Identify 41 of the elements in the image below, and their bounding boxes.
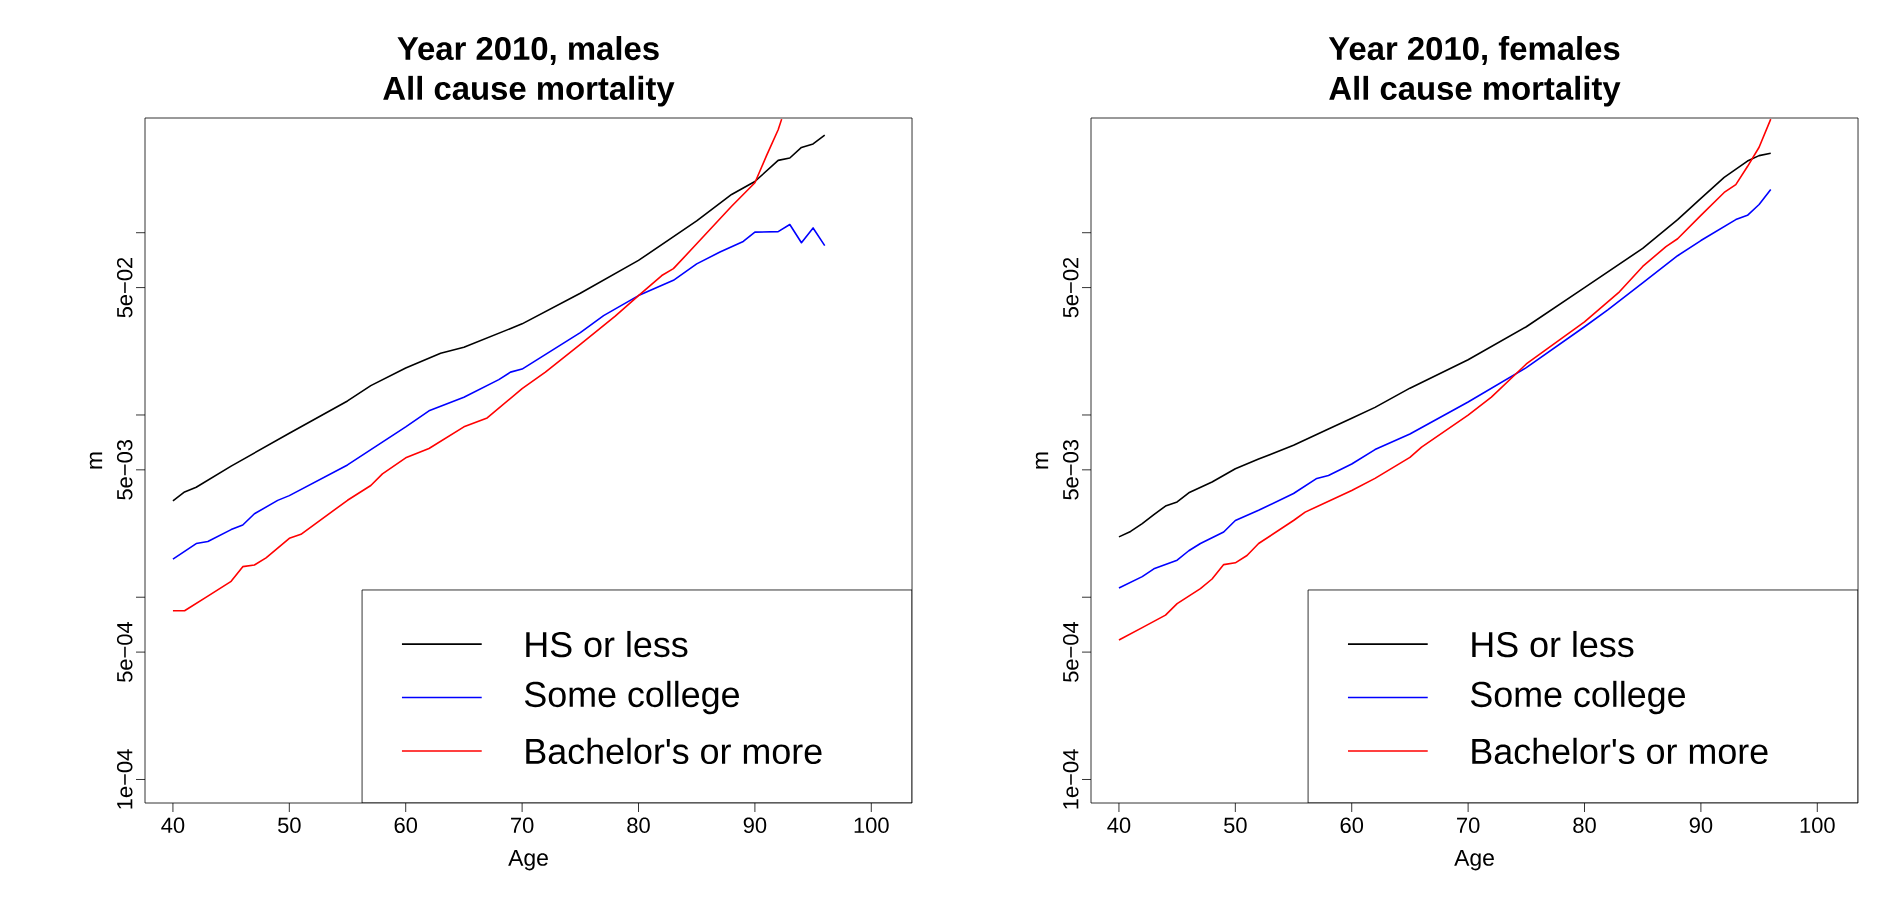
chart-title: Year 2010, females (1328, 36, 1620, 65)
y-tick-label: 5e−02 (116, 257, 133, 318)
y-tick-label: 5e−04 (116, 621, 133, 682)
line-series (1118, 188, 1772, 589)
x-tick-label: 40 (161, 817, 185, 834)
x-tick-label: 60 (1340, 817, 1364, 834)
line-series (172, 134, 826, 502)
x-tick-label: 50 (278, 817, 301, 834)
x-tick-label: 60 (394, 817, 418, 834)
x-tick-label: 80 (627, 817, 650, 834)
line-series (172, 223, 826, 560)
legend-label: Some college (524, 680, 739, 715)
y-tick-label: 1e−04 (1062, 749, 1079, 809)
chart-subtitle: All cause mortality (383, 75, 675, 107)
x-tick-label: 40 (1107, 817, 1131, 834)
legend-label: Some college (1470, 680, 1685, 715)
legend-label: Bachelor's or more (1472, 737, 1768, 765)
x-tick-label: 70 (1457, 817, 1480, 834)
legend-label: Bachelor's or more (526, 737, 822, 765)
y-tick-label: 5e−02 (1062, 257, 1079, 318)
x-tick-label: 80 (1573, 817, 1596, 834)
x-tick-label: 90 (743, 817, 767, 834)
y-tick-label: 1e−04 (116, 749, 133, 809)
x-axis-title: Age (508, 849, 548, 871)
line-series (172, 118, 783, 612)
y-tick-label: 5e−04 (1062, 621, 1079, 682)
x-tick-label: 70 (511, 817, 534, 834)
y-axis-title: m (1035, 452, 1049, 469)
x-tick-label: 100 (854, 817, 889, 834)
y-tick-label: 5e−03 (1062, 440, 1079, 500)
x-tick-label: 50 (1224, 817, 1247, 834)
chart-title: Year 2010, males (397, 36, 659, 65)
x-tick-label: 100 (1800, 817, 1835, 834)
y-axis-title: m (89, 452, 103, 469)
legend-label: HS or less (526, 630, 688, 658)
y-tick-label: 5e−03 (116, 440, 133, 500)
chart-subtitle: All cause mortality (1329, 75, 1621, 107)
x-axis-title: Age (1454, 849, 1494, 871)
x-tick-label: 90 (1689, 817, 1713, 834)
legend-label: HS or less (1472, 630, 1634, 658)
line-series (1118, 152, 1772, 538)
